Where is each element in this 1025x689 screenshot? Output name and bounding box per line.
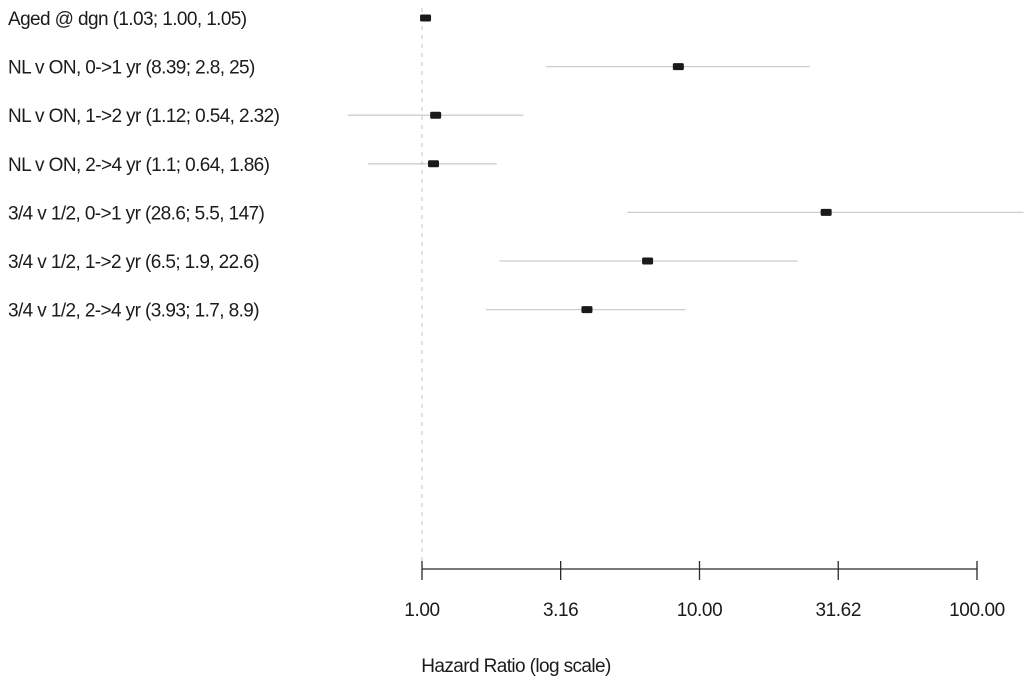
x-tick-label: 100.00 bbox=[949, 600, 1005, 621]
confidence-intervals bbox=[347, 17, 1024, 311]
point-estimate bbox=[430, 111, 442, 119]
row-label: 3/4 v 1/2, 2->4 yr (3.93; 1.7, 8.9) bbox=[8, 301, 259, 322]
x-tick-label: 10.00 bbox=[677, 600, 723, 621]
x-tick-label: 1.00 bbox=[404, 600, 439, 621]
x-axis: 1.00 3.16 10.00 31.62 100.00 bbox=[404, 561, 1005, 621]
point-estimate bbox=[642, 257, 654, 265]
point-estimate bbox=[581, 306, 593, 314]
row-label: 3/4 v 1/2, 1->2 yr (6.5; 1.9, 22.6) bbox=[8, 252, 259, 273]
row-label: NL v ON, 0->1 yr (8.39; 2.8, 25) bbox=[8, 58, 255, 79]
point-estimate bbox=[420, 14, 432, 22]
x-tick-label: 3.16 bbox=[543, 600, 578, 621]
row-label: 3/4 v 1/2, 0->1 yr (28.6; 5.5, 147) bbox=[8, 203, 265, 224]
x-axis-title: Hazard Ratio (log scale) bbox=[421, 656, 611, 677]
point-estimate bbox=[427, 160, 439, 168]
row-label: Aged @ dgn (1.03; 1.00, 1.05) bbox=[8, 9, 247, 30]
point-estimate bbox=[820, 208, 832, 216]
x-tick-label: 31.62 bbox=[815, 600, 861, 621]
row-labels: Aged @ dgn (1.03; 1.00, 1.05) NL v ON, 0-… bbox=[8, 9, 280, 322]
row-label: NL v ON, 1->2 yr (1.12; 0.54, 2.32) bbox=[8, 106, 280, 127]
point-estimates bbox=[420, 14, 832, 314]
point-estimate bbox=[672, 63, 684, 71]
row-label: NL v ON, 2->4 yr (1.1; 0.64, 1.86) bbox=[8, 155, 270, 176]
